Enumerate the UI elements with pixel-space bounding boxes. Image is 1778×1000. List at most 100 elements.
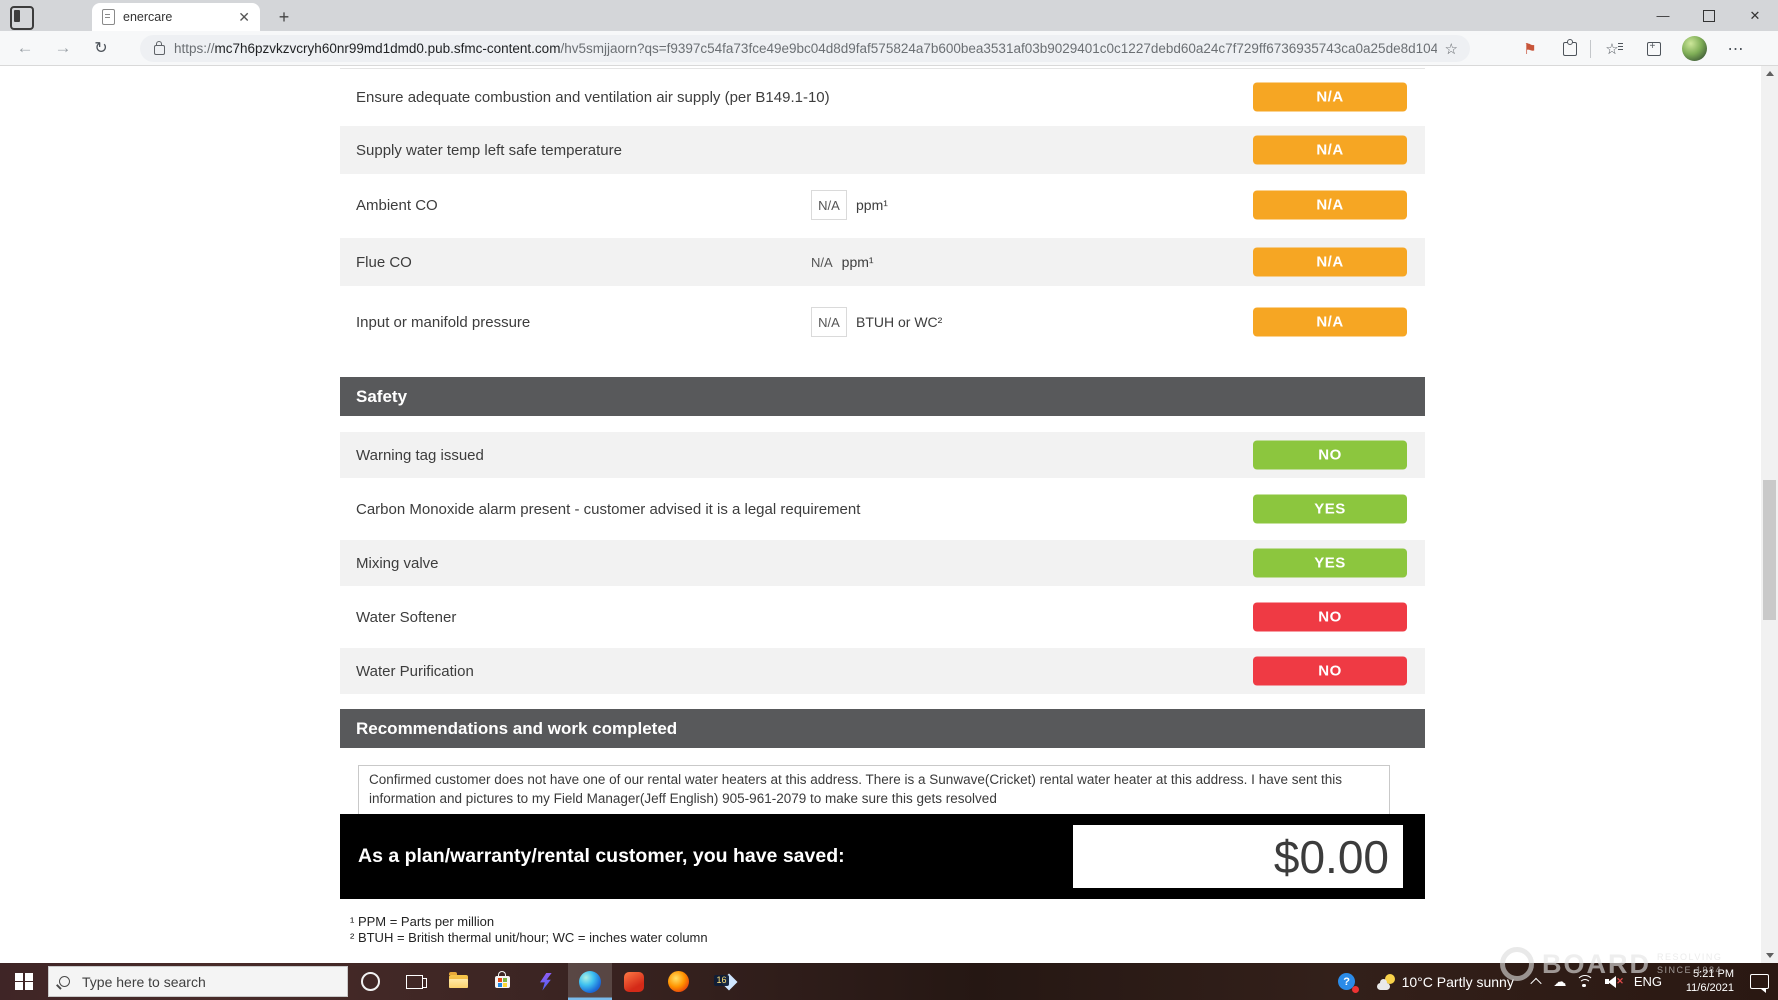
savings-label: As a plan/warranty/rental customer, you … (358, 845, 845, 867)
row-label: Supply water temp left safe temperature (356, 141, 622, 159)
status-badge: NO (1253, 656, 1407, 686)
browser-tab-strip: enercare ✕ + — ✕ (0, 0, 1778, 31)
volume-muted-icon[interactable]: ✕ (1598, 963, 1626, 1000)
scrollbar-thumb[interactable] (1763, 480, 1776, 620)
checklist-row: Supply water temp left safe temperature … (340, 126, 1425, 174)
safety-row: Mixing valve YES (340, 540, 1425, 586)
status-badge: N/A (1253, 135, 1407, 165)
status-badge: NO (1253, 440, 1407, 470)
maximize-icon (1703, 9, 1715, 22)
measurement-group: N/A ppm¹ (811, 254, 874, 270)
checklist-row: Ambient CO N/A ppm¹ N/A (340, 179, 1425, 231)
weather-desc: Partly sunny (1436, 973, 1514, 990)
language-indicator[interactable]: ENG (1633, 974, 1662, 989)
new-tab-button[interactable]: + (278, 6, 290, 27)
status-badge: N/A (1253, 190, 1407, 220)
minimize-button[interactable]: — (1656, 8, 1670, 23)
recommendations-textbox: Confirmed customer does not have one of … (358, 765, 1390, 815)
browser-toolbar: ← → ↻ https://mc7h6pzvkzvcryh60nr99md1dm… (0, 31, 1778, 66)
help-tray-icon[interactable]: ? (1327, 973, 1367, 993)
safety-row: Water Purification NO (340, 648, 1425, 694)
scroll-up-icon[interactable] (1761, 66, 1778, 81)
service-report-card: Ensure adequate combustion and ventilati… (340, 66, 1425, 963)
url-text: https://mc7h6pzvkzvcryh60nr99md1dmd0.pub… (174, 41, 1437, 56)
measurement-unit: BTUH or WC² (856, 314, 943, 330)
taskbar-search[interactable] (48, 966, 348, 997)
safety-row: Carbon Monoxide alarm present - customer… (340, 486, 1425, 532)
close-button[interactable]: ✕ (1749, 7, 1761, 23)
row-label: Flue CO (356, 253, 412, 271)
lightning-app-icon[interactable] (524, 963, 568, 1000)
tab-actions-icon[interactable] (10, 6, 34, 30)
section-header-safety: Safety (340, 377, 1425, 416)
measurement-unit: ppm¹ (841, 254, 874, 270)
add-favorite-icon[interactable]: ☆ (1444, 40, 1458, 58)
back-button[interactable]: ← (16, 38, 34, 57)
row-label: Water Purification (356, 662, 474, 680)
profile-avatar[interactable] (1680, 35, 1708, 61)
savings-amount: $0.00 (1073, 825, 1403, 888)
start-button[interactable] (0, 963, 48, 1000)
date: 11/6/2021 (1685, 981, 1734, 994)
status-badge: N/A (1253, 247, 1407, 277)
red-app-icon[interactable] (612, 963, 656, 1000)
action-center-icon[interactable] (1740, 963, 1778, 1000)
weather-temp: 10°C (1401, 973, 1433, 990)
mail-app-icon[interactable]: 16 (700, 963, 744, 1000)
safety-row: Water Softener NO (340, 594, 1425, 640)
search-input[interactable] (80, 972, 337, 991)
feedback-flag-icon[interactable]: ⚑ (1523, 41, 1537, 58)
maximize-button[interactable] (1686, 0, 1732, 31)
address-bar[interactable]: https://mc7h6pzvkzvcryh60nr99md1dmd0.pub… (140, 35, 1470, 62)
savings-banner: As a plan/warranty/rental customer, you … (340, 814, 1425, 899)
microsoft-store-icon[interactable] (480, 963, 524, 1000)
file-explorer-icon[interactable] (436, 963, 480, 1000)
tray-expand-icon[interactable] (1524, 963, 1548, 1000)
row-label: Mixing valve (356, 554, 439, 572)
taskbar: 16 ? 10°C Partly sunny ☁ ✕ ENG (0, 963, 1778, 1000)
scroll-down-icon[interactable] (1761, 948, 1778, 963)
mail-unread-badge: 16 (713, 974, 729, 986)
weather-widget[interactable]: 10°C Partly sunny (1367, 973, 1524, 990)
checklist-row: Flue CO N/A ppm¹ N/A (340, 238, 1425, 286)
network-icon[interactable] (1572, 963, 1598, 1000)
status-badge: NO (1253, 602, 1407, 632)
forward-button[interactable]: → (54, 38, 72, 57)
favorites-bar-icon[interactable]: ☆ (1605, 41, 1624, 58)
safety-row: Warning tag issued NO (340, 432, 1425, 478)
notification-dot (1351, 986, 1359, 993)
clock[interactable]: 5:21 PM 11/6/2021 (1670, 963, 1740, 1000)
refresh-button[interactable]: ↻ (94, 40, 108, 57)
browser-tab[interactable]: enercare ✕ (92, 3, 260, 31)
settings-menu-icon[interactable]: ⋯ (1727, 41, 1745, 58)
cortana-icon[interactable] (348, 963, 392, 1000)
edge-browser-icon[interactable] (568, 963, 612, 1000)
page-favicon-icon (102, 9, 115, 25)
tab-close-icon[interactable]: ✕ (238, 8, 250, 25)
onedrive-cloud-icon[interactable]: ☁ (1553, 973, 1567, 989)
collections-icon[interactable] (1640, 37, 1668, 61)
measurement-value-field[interactable]: N/A (811, 307, 847, 337)
firefox-icon[interactable] (656, 963, 700, 1000)
section-title: Recommendations and work completed (356, 718, 678, 738)
measurement-value: N/A (811, 254, 833, 270)
windows-logo-icon (15, 972, 33, 991)
measurement-value-field[interactable]: N/A (811, 190, 847, 220)
extensions-icon[interactable] (1556, 37, 1584, 61)
section-title: Safety (356, 386, 408, 406)
section-header-recommendations: Recommendations and work completed (340, 709, 1425, 748)
window-controls: — ✕ (1640, 0, 1778, 31)
row-label: Carbon Monoxide alarm present - customer… (356, 500, 861, 518)
task-view-icon[interactable] (392, 963, 436, 1000)
measurement-group: N/A ppm¹ (811, 190, 888, 220)
time: 5:21 PM (1693, 967, 1734, 980)
status-badge: YES (1253, 548, 1407, 578)
measurement-unit: ppm¹ (856, 197, 888, 213)
toolbar-divider (1590, 40, 1591, 58)
scrollbar[interactable] (1761, 66, 1778, 963)
row-label: Ensure adequate combustion and ventilati… (356, 88, 830, 106)
weather-icon (1376, 973, 1395, 990)
status-badge: YES (1253, 494, 1407, 524)
lock-icon (154, 41, 165, 55)
checklist-row: Input or manifold pressure N/A BTUH or W… (340, 296, 1425, 348)
